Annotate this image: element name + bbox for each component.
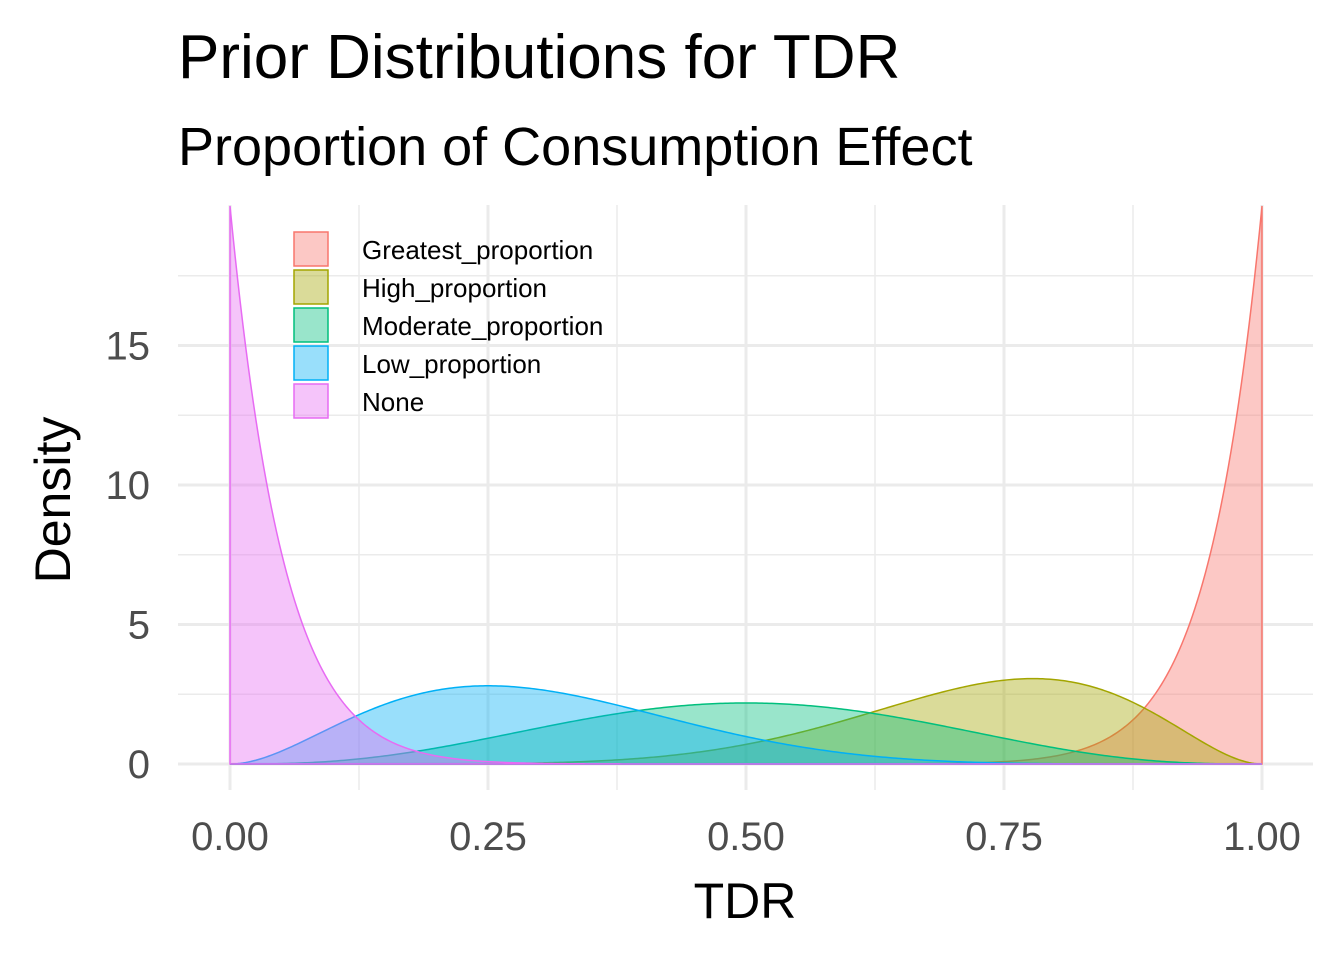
legend-label-moderate-proportion: Moderate_proportion — [362, 311, 603, 341]
legend: Greatest_proportion High_proportion Modera… — [293, 231, 603, 419]
x-tick-label: 0.00 — [191, 815, 269, 859]
density-areas — [229, 205, 1263, 765]
density-area-none — [229, 205, 1262, 765]
x-tick-label: 0.75 — [965, 815, 1043, 859]
chart-subtitle: Proportion of Consumption Effect — [178, 117, 973, 177]
y-tick-label: 0 — [128, 743, 150, 787]
legend-swatch-moderate-proportion — [293, 307, 329, 343]
chart-title: Prior Distributions for TDR — [178, 23, 901, 92]
legend-label-high-proportion: High_proportion — [362, 273, 547, 303]
y-tick-label: 10 — [106, 464, 151, 508]
x-tick-label: 1.00 — [1223, 815, 1301, 859]
x-axis-title: TDR — [694, 873, 797, 929]
legend-label-none: None — [362, 387, 424, 417]
density-area-moderate-proportion — [230, 702, 1262, 765]
legend-label-greatest-proportion: Greatest_proportion — [362, 235, 593, 265]
x-tick-label: 0.25 — [449, 815, 527, 859]
y-axis-title: Density — [25, 417, 81, 584]
y-tick-label: 5 — [128, 604, 150, 648]
legend-swatch-none — [293, 383, 329, 419]
y-tick-label: 15 — [106, 325, 151, 369]
x-tick-label: 0.50 — [707, 815, 785, 859]
legend-label-low-proportion: Low_proportion — [362, 349, 541, 379]
x-axis-ticks: 0.00 0.25 0.50 0.75 1.00 — [191, 815, 1301, 859]
legend-swatch-low-proportion — [293, 345, 329, 381]
y-axis-ticks: 0 5 10 15 — [106, 325, 151, 788]
legend-swatch-greatest-proportion — [293, 231, 329, 267]
legend-swatch-high-proportion — [293, 269, 329, 305]
